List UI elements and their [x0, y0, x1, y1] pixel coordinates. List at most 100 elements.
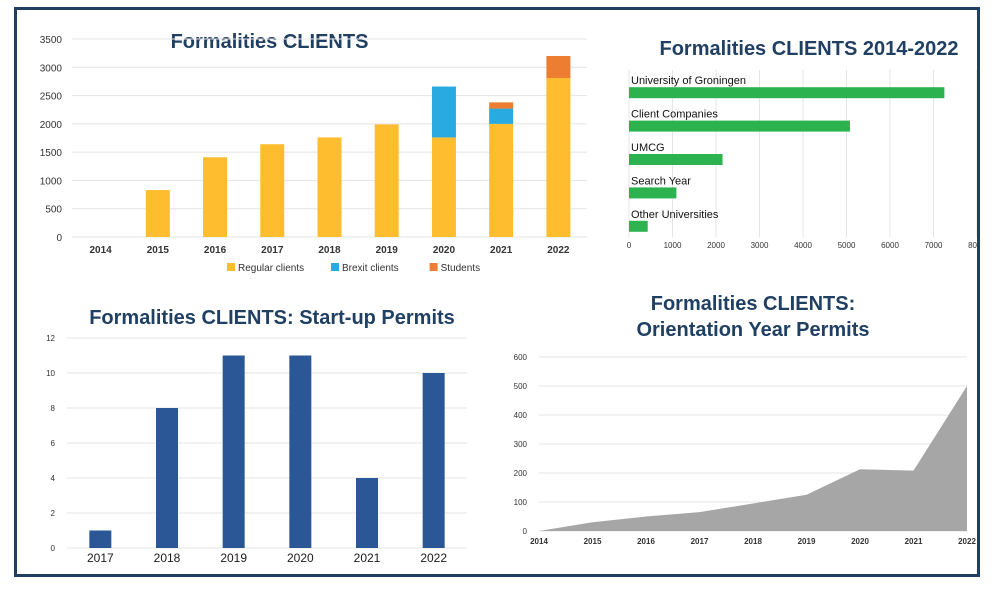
x-tick-label: 2021: [905, 537, 923, 546]
chart-panel-orientation-permits: Formalities CLIENTS: Orientation Year Per…: [497, 285, 977, 570]
y-tick-label: 2000: [40, 120, 63, 131]
legend-label: Regular clients: [238, 263, 304, 274]
bar-regular-clients: [317, 137, 342, 237]
bar: [629, 187, 677, 199]
chart-title: Formalities CLIENTS: [171, 31, 369, 53]
x-tick-label: 2022: [958, 537, 976, 546]
x-tick-label: 2017: [691, 537, 709, 546]
x-tick-label: 2000: [707, 241, 725, 250]
chart-title: Formalities CLIENTS 2014-2022: [659, 38, 958, 60]
x-tick-label: 6000: [881, 241, 899, 250]
x-tick-label: 2014: [89, 245, 112, 256]
y-tick-label: 500: [514, 382, 528, 391]
y-tick-label: 1500: [40, 148, 63, 159]
x-tick-label: 2020: [851, 537, 869, 546]
x-tick-label: 2016: [204, 245, 227, 256]
y-tick-label: 300: [514, 440, 528, 449]
bar-regular-clients: [489, 123, 514, 237]
chart-clients-2014-2022: Formalities CLIENTS 2014-2022 0 1000 2000 30…: [627, 38, 987, 250]
bar: [629, 120, 850, 132]
y-tick-label: 2500: [40, 92, 63, 103]
bar: [629, 220, 648, 232]
x-tick-label: 0: [627, 241, 632, 250]
chart-panel-clients: Formalities CLIENTS 0 500 1000 1500 2000 2500 3…: [27, 15, 597, 285]
x-tick-label: 2017: [87, 551, 114, 565]
legend-swatch: [429, 263, 438, 271]
y-tick-label: 10: [46, 369, 55, 378]
bar-regular-clients: [374, 124, 399, 237]
x-tick-label: 2022: [547, 245, 570, 256]
category-label: Client Companies: [631, 109, 718, 121]
y-tick-label: 8: [51, 404, 56, 413]
category-label: University of Groningen: [631, 75, 746, 87]
chart-panel-startup-permits: Formalities CLIENTS: Start-up Permits 0 2 4…: [27, 290, 492, 570]
category-label: UMCG: [631, 142, 665, 154]
bar: [422, 373, 445, 548]
x-tick-label: 2018: [318, 245, 341, 256]
category-label: Other Universities: [631, 209, 719, 221]
x-tick-label: 2021: [354, 551, 381, 565]
y-tick-label: 1000: [40, 176, 63, 187]
x-tick-label: 3000: [751, 241, 769, 250]
bar-regular-clients: [546, 78, 571, 237]
y-tick-label: 500: [45, 205, 62, 216]
x-tick-label: 2022: [420, 551, 447, 565]
x-tick-label: 2020: [287, 551, 314, 565]
x-tick-label: 2020: [433, 245, 456, 256]
x-tick-label: 2015: [147, 245, 170, 256]
chart-title-line-2: Orientation Year Permits: [636, 319, 869, 341]
legend-label: Students: [441, 263, 480, 274]
x-tick-label: 2021: [490, 245, 513, 256]
y-tick-label: 600: [514, 353, 528, 362]
x-tick-label: 1000: [664, 241, 682, 250]
bar: [629, 154, 723, 165]
y-tick-label: 0: [523, 527, 528, 536]
y-tick-label: 2: [51, 509, 56, 518]
x-tick-label: 4000: [794, 241, 812, 250]
x-tick-label: 2017: [261, 245, 284, 256]
y-tick-label: 3500: [40, 35, 63, 46]
category-label: Search Year: [631, 175, 691, 187]
dashboard-frame: Formalities CLIENTS 0 500 1000 1500 2000 2500 3…: [14, 7, 987, 577]
x-tick-label: 8000: [968, 241, 977, 250]
bar-students: [489, 102, 514, 109]
x-tick-label: 2019: [220, 551, 247, 565]
chart-startup-permits: Formalities CLIENTS: Start-up Permits 0 2 4…: [46, 307, 467, 565]
y-tick-label: 400: [514, 411, 528, 420]
chart-panel-clients-2014-2022: Formalities CLIENTS 2014-2022 0 1000 2000 30…: [599, 15, 987, 260]
bar-regular-clients: [431, 137, 456, 237]
chart-clients: Formalities CLIENTS 0 500 1000 1500 2000 2500 3…: [40, 31, 587, 274]
bar: [222, 355, 245, 548]
y-tick-label: 6: [51, 439, 56, 448]
bar-students: [546, 55, 571, 79]
x-tick-label: 7000: [925, 241, 943, 250]
area-series: [539, 386, 967, 531]
y-tick-label: 4: [51, 474, 56, 483]
y-tick-label: 0: [51, 544, 56, 553]
bar-brexit-clients: [431, 86, 456, 138]
legend-label: Brexit clients: [342, 263, 399, 274]
x-tick-label: 2014: [530, 537, 548, 546]
bar-brexit-clients: [489, 108, 514, 124]
x-tick-label: 2018: [154, 551, 181, 565]
y-tick-label: 0: [56, 233, 62, 244]
bar: [356, 478, 378, 548]
bar: [629, 87, 945, 99]
x-tick-label: 2018: [744, 537, 762, 546]
chart-title: Formalities CLIENTS: Start-up Permits: [89, 307, 455, 329]
y-tick-label: 100: [514, 498, 528, 507]
y-tick-label: 12: [46, 334, 55, 343]
x-tick-label: 5000: [838, 241, 856, 250]
y-tick-label: 200: [514, 469, 528, 478]
bar: [156, 408, 178, 548]
chart-orientation-permits: Formalities CLIENTS: Orientation Year Per…: [514, 293, 977, 546]
legend-swatch: [331, 263, 339, 271]
y-tick-label: 3000: [40, 63, 63, 74]
bar-regular-clients: [145, 190, 170, 237]
x-tick-label: 2016: [637, 537, 655, 546]
x-tick-label: 2015: [584, 537, 602, 546]
bar: [289, 355, 312, 548]
bar-regular-clients: [203, 157, 228, 237]
bar-regular-clients: [260, 144, 285, 237]
x-tick-label: 2019: [376, 245, 399, 256]
